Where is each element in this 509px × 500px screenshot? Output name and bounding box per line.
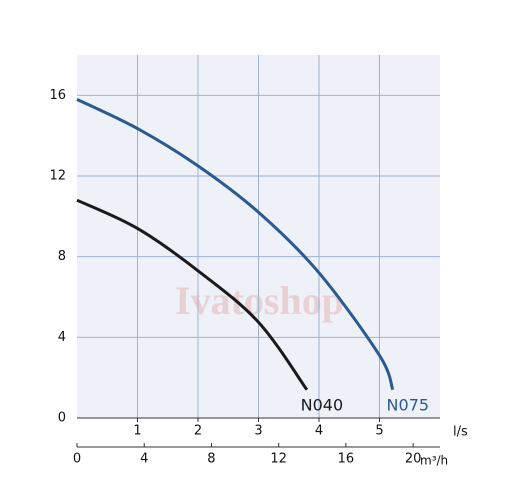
- y-tick-label: 4: [58, 330, 66, 345]
- y-tick-label: 12: [49, 169, 66, 184]
- x-tick-label: 3: [254, 424, 262, 439]
- watermark: Ivatoshop: [175, 278, 344, 323]
- x2-tick-label: 20: [405, 452, 422, 467]
- x-axis-label: l/s: [453, 425, 468, 440]
- y-tick-label: 8: [58, 249, 66, 264]
- y-tick-label: 0: [58, 411, 66, 426]
- x-tick-label: 4: [315, 424, 323, 439]
- y-tick-label: 16: [49, 88, 66, 103]
- x2-tick-label: 16: [338, 452, 355, 467]
- series-label: N040: [301, 396, 344, 415]
- curve: [76, 98, 395, 391]
- x2-tick-label: 12: [270, 452, 287, 467]
- x-tick-label: 5: [375, 424, 383, 439]
- curve: [76, 198, 309, 391]
- x2-tick-label: 8: [207, 452, 215, 467]
- x-tick-label: 2: [194, 424, 202, 439]
- x2-tick-label: 0: [73, 452, 81, 467]
- x2-axis-label: m³/h: [420, 454, 448, 468]
- series-label: N075: [387, 396, 430, 415]
- x2-tick-label: 4: [140, 452, 148, 467]
- x-tick-label: 1: [133, 424, 141, 439]
